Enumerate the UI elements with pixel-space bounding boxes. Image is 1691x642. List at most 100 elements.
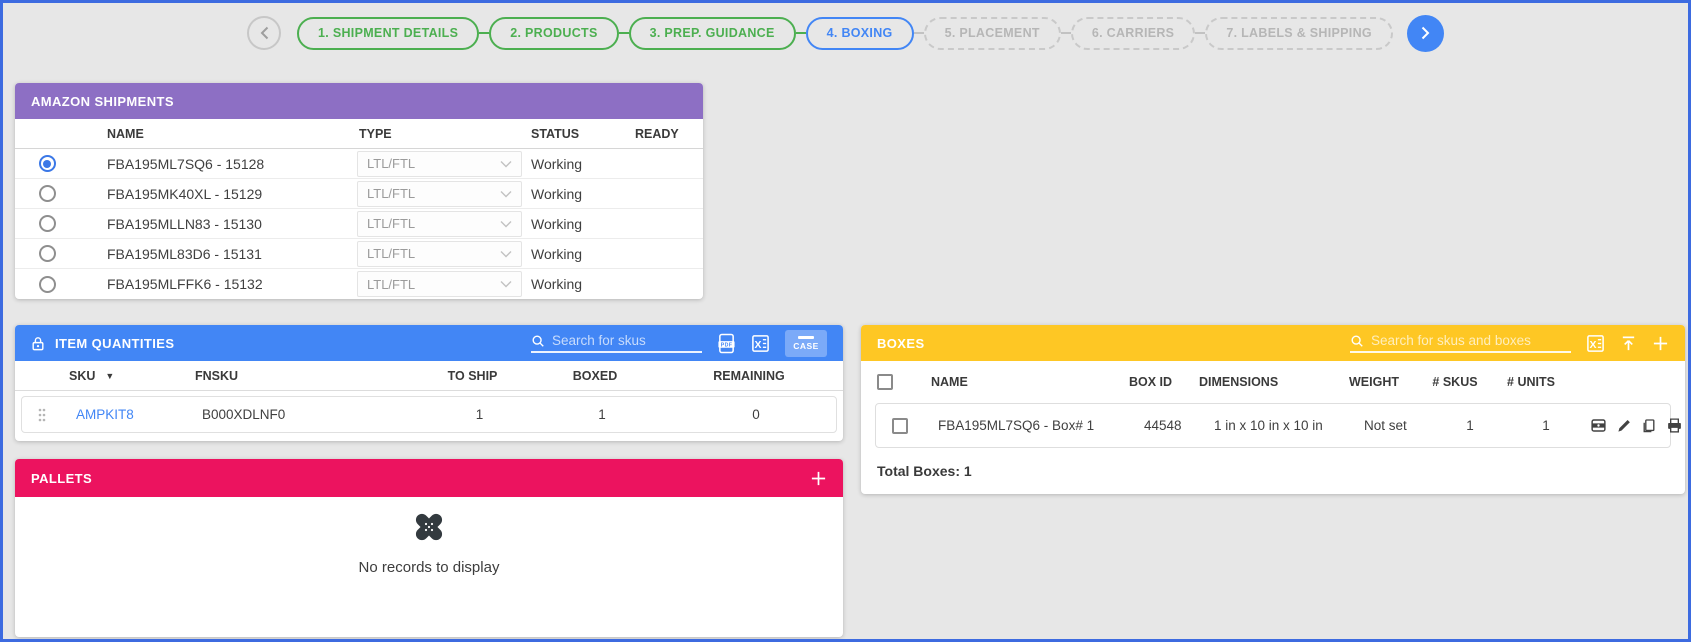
edit-box-button[interactable] [1616, 418, 1632, 434]
step-label: 7. LABELS & SHIPPING [1226, 26, 1372, 40]
shipment-type-select[interactable]: LTL/FTL [357, 180, 522, 207]
shipment-radio[interactable] [38, 185, 56, 202]
export-excel-button[interactable]: X [751, 334, 770, 353]
sort-desc-icon: ▼ [105, 370, 115, 381]
drag-handle-icon[interactable] [22, 408, 62, 422]
select-all-checkbox[interactable] [877, 374, 893, 390]
box-weight: Not set [1364, 418, 1407, 433]
col-remaining: REMAINING [713, 368, 785, 383]
boxes-table-header: NAME BOX ID DIMENSIONS WEIGHT # SKUS # U… [861, 361, 1685, 403]
shipment-row: FBA195MLFFK6 - 15132 LTL/FTL Working [15, 269, 703, 299]
shipment-stepper: 1. SHIPMENT DETAILS 2. PRODUCTS 3. PREP.… [3, 13, 1688, 53]
step-connector [479, 32, 490, 34]
shipment-radio[interactable] [38, 155, 56, 172]
shipment-row: FBA195MLLN83 - 15130 LTL/FTL Working [15, 209, 703, 239]
box-id: 44548 [1144, 418, 1182, 433]
shipment-name: FBA195MLLN83 - 15130 [107, 215, 262, 232]
shipment-row: FBA195ML7SQ6 - 15128 LTL/FTL Working [15, 149, 703, 179]
col-ready: READY [635, 126, 679, 141]
shipment-status: Working [531, 276, 583, 292]
box-units: 1 [1542, 418, 1550, 433]
shipment-row: FBA195ML83D6 - 15131 LTL/FTL Working [15, 239, 703, 269]
add-pallet-button[interactable] [810, 470, 827, 487]
step-prep-guidance[interactable]: 3. PREP. GUIDANCE [628, 16, 796, 50]
svg-text:PDF: PDF [721, 342, 733, 348]
upload-boxes-button[interactable] [1620, 335, 1637, 352]
boxes-panel: BOXES X NAME BOX ID DIMEN [861, 325, 1685, 494]
add-box-button[interactable] [1652, 335, 1669, 352]
step-carriers[interactable]: 6. CARRIERS [1070, 16, 1196, 50]
col-dimensions: DIMENSIONS [1199, 375, 1279, 389]
edit-icon [1618, 419, 1630, 432]
step-connector [795, 32, 806, 34]
chevron-down-icon [500, 160, 512, 167]
box-skus: 1 [1466, 418, 1474, 433]
box-name: FBA195ML7SQ6 - Box# 1 [938, 418, 1095, 433]
case-mode-button[interactable]: CASE [785, 329, 827, 357]
chevron-down-icon [500, 190, 512, 197]
step-connector [618, 32, 629, 34]
previous-step-button[interactable] [247, 16, 282, 50]
box-actions [1584, 417, 1683, 434]
export-excel-button[interactable]: X [1586, 334, 1605, 353]
panel-title: AMAZON SHIPMENTS [31, 93, 174, 109]
shipment-type-select[interactable]: LTL/FTL [357, 210, 522, 237]
print-box-button[interactable] [1666, 417, 1683, 434]
amazon-shipments-table-header: NAME TYPE STATUS READY [15, 119, 703, 149]
item-quantities-table-header: SKU ▼ FNSKU TO SHIP BOXED REMAINING [15, 361, 843, 391]
export-pdf-button[interactable]: PDF [717, 333, 736, 354]
shipment-type-select[interactable]: LTL/FTL [357, 271, 522, 297]
shipment-type-value: LTL/FTL [367, 276, 416, 292]
step-connector [1195, 32, 1206, 34]
step-placement[interactable]: 5. PLACEMENT [923, 16, 1061, 50]
step-boxing[interactable]: 4. BOXING [805, 16, 914, 50]
shipment-type-select[interactable]: LTL/FTL [357, 150, 522, 177]
svg-text:X: X [754, 339, 761, 350]
item-sku-link[interactable]: AMPKIT8 [76, 407, 134, 422]
pdf-icon: PDF [718, 333, 735, 353]
upload-icon [1622, 336, 1635, 350]
sku-search-input[interactable] [552, 333, 702, 348]
col-type: TYPE [359, 126, 392, 141]
panel-title: ITEM QUANTITIES [55, 335, 175, 351]
next-step-button[interactable] [1406, 14, 1444, 52]
box-checkbox[interactable] [892, 417, 908, 434]
boxes-search-input[interactable] [1371, 333, 1571, 348]
step-products[interactable]: 2. PRODUCTS [489, 16, 619, 50]
col-name: NAME [931, 375, 968, 389]
col-to-ship: TO SHIP [447, 368, 498, 383]
search-icon [1351, 334, 1363, 347]
step-shipment-details[interactable]: 1. SHIPMENT DETAILS [297, 16, 480, 50]
panel-title: BOXES [877, 335, 925, 351]
step-label: 2. PRODUCTS [510, 26, 598, 40]
plus-icon [1653, 336, 1668, 350]
col-box-id: BOX ID [1129, 375, 1173, 389]
step-labels-shipping[interactable]: 7. LABELS & SHIPPING [1205, 16, 1393, 50]
shipment-radio[interactable] [38, 215, 56, 232]
step-label: 5. PLACEMENT [944, 26, 1040, 40]
step-label: 4. BOXING [826, 26, 893, 40]
chevron-right-icon [1421, 26, 1430, 40]
copy-box-button[interactable] [1641, 418, 1657, 434]
col-weight: WEIGHT [1349, 375, 1399, 389]
step-label: 3. PREP. GUIDANCE [649, 26, 775, 40]
col-boxed: BOXED [572, 368, 618, 383]
shipment-radio[interactable] [38, 245, 56, 262]
step-connector [1060, 32, 1071, 34]
shipment-type-value: LTL/FTL [367, 156, 416, 171]
svg-text:X: X [1589, 339, 1596, 350]
pallets-header: PALLETS [15, 459, 843, 497]
empty-records-icon [415, 513, 443, 541]
box-label-button[interactable] [1590, 417, 1607, 434]
box-label-icon [1591, 419, 1606, 432]
shipment-radio[interactable] [38, 275, 56, 293]
col-sku[interactable]: SKU ▼ [69, 368, 115, 383]
shipment-status: Working [531, 185, 583, 202]
col-name: NAME [107, 126, 144, 141]
shipment-name: FBA195ML7SQ6 - 15128 [107, 155, 265, 172]
shipment-type-select[interactable]: LTL/FTL [357, 240, 522, 267]
pallets-empty-state: No records to display [15, 497, 843, 637]
excel-icon: X [1587, 334, 1604, 352]
item-boxed: 1 [598, 407, 606, 422]
col-skus: # SKUS [1432, 375, 1478, 389]
